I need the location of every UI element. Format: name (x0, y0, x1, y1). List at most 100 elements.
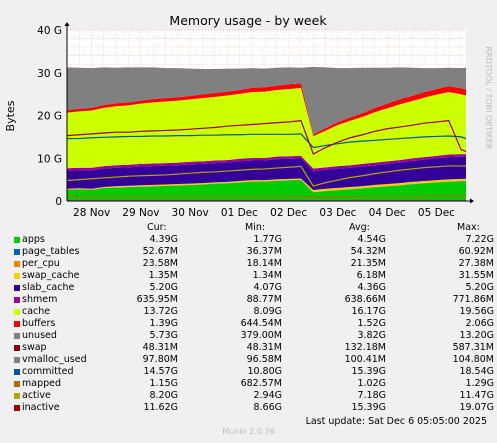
chart-title: Memory usage - by week (169, 13, 327, 28)
x-tick-label: 28 Nov (73, 207, 110, 219)
legend-max-value: 18.54G (459, 366, 494, 377)
x-tick-labels: 28 Nov 29 Nov 30 Nov 01 Dec 02 Dec 03 Dec 04 D… (73, 207, 455, 219)
legend-max-value: 1.29G (465, 378, 494, 389)
legend-min-value: 1.77G (253, 234, 282, 245)
legend-row: buffers 1.39G 644.54M 1.52G 2.06G (14, 318, 494, 330)
legend-max-value: 104.80M (452, 354, 494, 365)
legend-row: apps 4.39G 1.77G 4.54G 7.22G (14, 234, 494, 246)
legend-avg-value: 4.54G (357, 234, 386, 245)
legend-swatch (14, 297, 20, 303)
legend-max-value: 27.38M (458, 258, 494, 269)
y-tick-label: 20 G (37, 111, 62, 123)
legend-row: unused 5.73G 379.00M 3.82G 13.20G (14, 330, 494, 342)
memory-chart: Memory usage - by week Bytes RRDTOOL / T… (4, 13, 493, 219)
legend-cur-value: 97.80M (142, 354, 178, 365)
legend-row: vmalloc_used 97.80M 96.58M 100.41M 104.80M (14, 354, 494, 366)
legend-max-value: 7.22G (465, 234, 494, 245)
legend-swatch (14, 285, 20, 291)
legend-swatch (14, 393, 20, 399)
legend-header-max: Max: (457, 222, 480, 233)
legend-series-name: shmem (22, 294, 58, 305)
y-tick-label: 30 G (37, 68, 62, 80)
x-tick-label: 02 Dec (270, 207, 307, 219)
legend-row: mapped 1.15G 682.57M 1.02G 1.29G (14, 378, 494, 390)
legend-row: per_cpu 23.58M 18.14M 21.35M 27.38M (14, 258, 494, 270)
x-tick-label: 01 Dec (221, 207, 258, 219)
legend-max-value: 13.20G (459, 330, 494, 341)
legend-cur-value: 5.73G (149, 330, 178, 341)
legend-swatch (14, 249, 20, 255)
y-tick-label: 0 (55, 196, 62, 208)
legend-min-value: 88.77M (246, 294, 282, 305)
legend-row: shmem 635.95M 88.77M 638.66M 771.86M (14, 294, 494, 306)
legend-cur-value: 14.57G (143, 366, 178, 377)
legend-header-cur: Cur: (147, 222, 167, 233)
legend-max-value: 19.07G (459, 402, 494, 413)
munin-footer: Munin 2.0.76 (222, 427, 275, 436)
legend-series-name: committed (22, 366, 74, 377)
legend-min-value: 4.07G (253, 282, 282, 293)
legend-swatch (14, 405, 20, 411)
legend-avg-value: 1.52G (357, 318, 386, 329)
line-mapped (67, 195, 466, 198)
legend-avg-value: 132.18M (344, 342, 386, 353)
y-tick-labels: 0 10 G 20 G 30 G 40 G (37, 25, 62, 208)
legend-max-value: 31.55M (458, 270, 494, 281)
legend-avg-value: 100.41M (344, 354, 386, 365)
legend-swatch (14, 369, 20, 375)
legend-series-name: active (22, 390, 51, 401)
legend-max-value: 11.47G (459, 390, 494, 401)
legend-cur-value: 48.31M (142, 342, 178, 353)
legend-series-name: apps (22, 234, 45, 245)
legend-row: swap 48.31M 48.31M 132.18M 587.31M (14, 342, 494, 354)
legend-swatch (14, 237, 20, 243)
legend-series-name: mapped (22, 378, 62, 389)
legend-swatch (14, 357, 20, 363)
legend-row: slab_cache 5.20G 4.07G 4.36G 5.20G (14, 282, 494, 294)
legend-max-value: 5.20G (465, 282, 494, 293)
line-inactive (66, 119, 467, 155)
watermark: RRDTOOL / TOBI OETIKER (484, 46, 493, 149)
legend-cur-value: 13.72G (143, 306, 178, 317)
legend-swatch (14, 309, 20, 315)
legend-cur-value: 23.58M (142, 258, 178, 269)
legend-cur-value: 52.67M (142, 246, 178, 257)
axes (64, 22, 474, 204)
last-update: Last update: Sat Dec 6 05:05:00 2025 (305, 416, 487, 427)
legend-cur-value: 11.62G (143, 402, 178, 413)
area-unused (67, 66, 466, 135)
x-tick-label: 05 Dec (418, 207, 455, 219)
legend-min-value: 1.34M (252, 270, 282, 281)
legend-min-value: 379.00M (240, 330, 282, 341)
legend-avg-value: 3.82G (357, 330, 386, 341)
legend-series-name: cache (22, 306, 51, 317)
legend-cur-value: 5.20G (149, 282, 178, 293)
legend-avg-value: 21.35M (350, 258, 386, 269)
legend-cur-value: 635.95M (136, 294, 178, 305)
legend-avg-value: 15.39G (351, 402, 386, 413)
legend-swatch (14, 321, 20, 327)
legend-row: page_tables 52.67M 36.37M 54.32M 60.92M (14, 246, 494, 258)
legend-series-name: unused (22, 330, 57, 341)
area-slab_cache (67, 156, 466, 191)
legend-max-value: 2.06G (465, 318, 494, 329)
x-tick-label: 30 Nov (172, 207, 209, 219)
legend-avg-value: 4.36G (357, 282, 386, 293)
area-swap_cache (67, 178, 466, 193)
legend-row: inactive 11.62G 8.66G 15.39G 19.07G (14, 402, 494, 414)
legend-series-name: swap_cache (22, 270, 80, 281)
legend-series-name: slab_cache (22, 282, 75, 293)
legend-max-value: 771.86M (452, 294, 494, 305)
area-cache (67, 87, 466, 169)
legend-avg-value: 638.66M (344, 294, 386, 305)
legend-header-avg: Avg: (349, 222, 370, 233)
legend-series-name: per_cpu (22, 258, 60, 269)
legend-min-value: 48.31M (246, 342, 282, 353)
legend-cur-value: 4.39G (149, 234, 178, 245)
legend-swatch (14, 261, 20, 267)
legend-avg-value: 7.18G (357, 390, 386, 401)
legend-swatch (14, 381, 20, 387)
legend-min-value: 18.14M (246, 258, 282, 269)
legend-max-value: 587.31M (452, 342, 494, 353)
legend-min-value: 2.94G (253, 390, 282, 401)
